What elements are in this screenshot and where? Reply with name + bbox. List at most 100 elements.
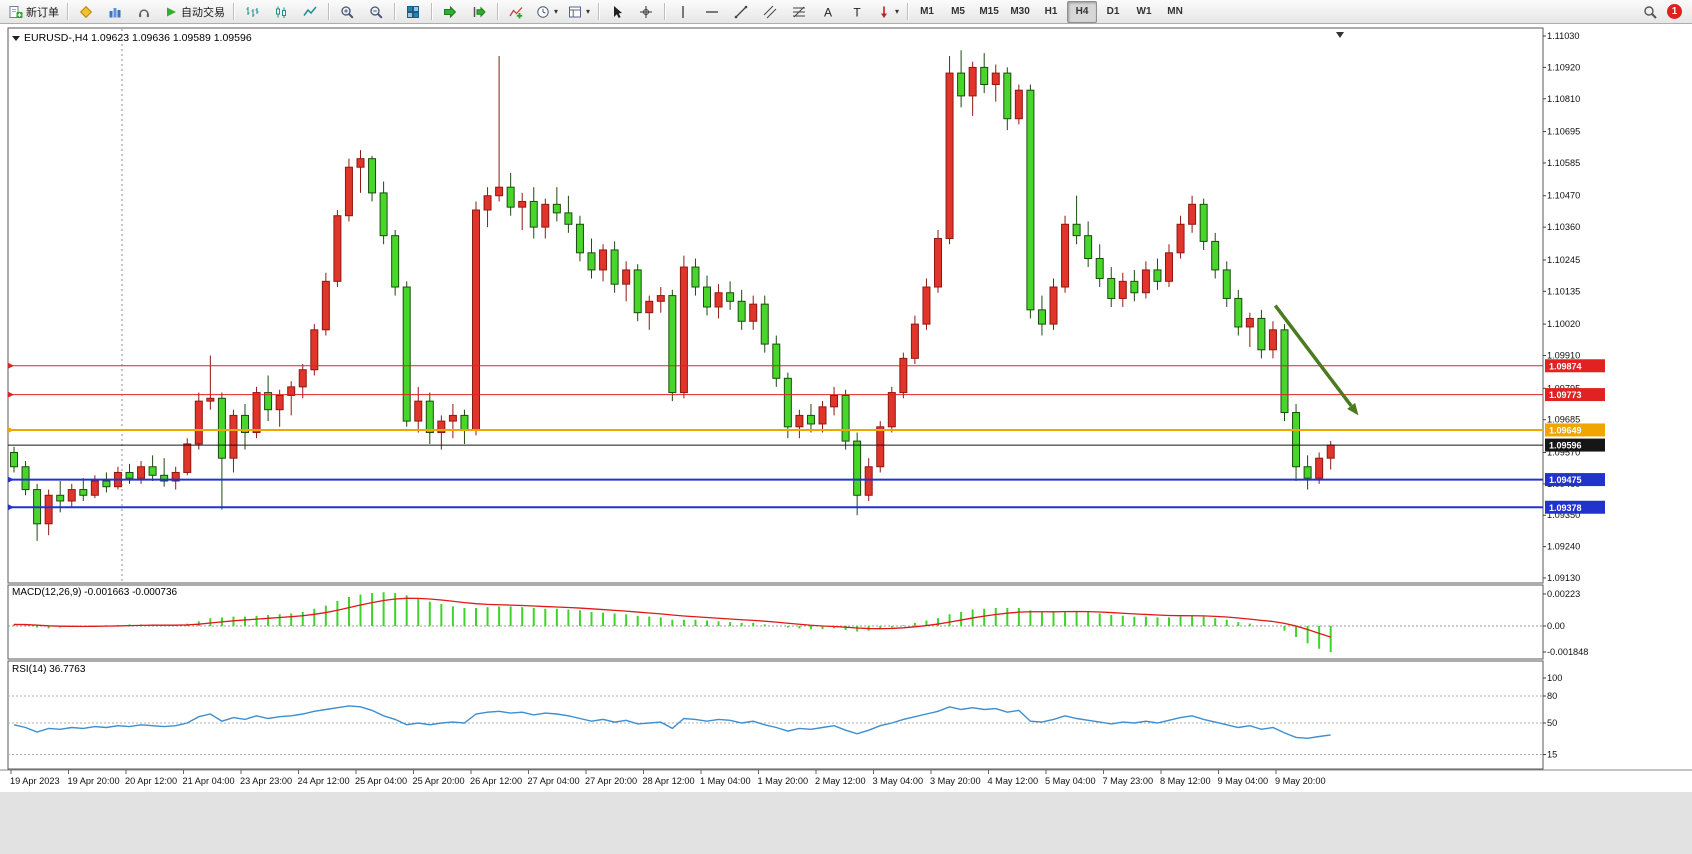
svg-text:1 May 04:00: 1 May 04:00: [700, 776, 751, 786]
timeframe-m1-button[interactable]: M1: [912, 1, 942, 23]
timeframe-mn-button[interactable]: MN: [1160, 1, 1190, 23]
timeframe-h1-button-label: H1: [1044, 6, 1058, 17]
cursor-icon: [610, 4, 625, 19]
vline-icon: [676, 4, 691, 19]
svg-text:25 Apr 04:00: 25 Apr 04:00: [355, 776, 407, 786]
svg-text:1.09649: 1.09649: [1549, 425, 1582, 435]
line-chart-button[interactable]: [296, 1, 324, 23]
svg-text:4 May 12:00: 4 May 12:00: [988, 776, 1039, 786]
timeframe-m15-button[interactable]: M15: [974, 1, 1004, 23]
market-charts-button[interactable]: [101, 1, 129, 23]
search-button[interactable]: [1636, 1, 1664, 23]
timeframe-m5-button[interactable]: M5: [943, 1, 973, 23]
svg-text:1.09773: 1.09773: [1549, 390, 1582, 400]
tile-windows-button[interactable]: [399, 1, 427, 23]
timeframe-h4-button-label: H4: [1075, 6, 1089, 17]
svg-text:1.10135: 1.10135: [1547, 286, 1580, 296]
templates-button[interactable]: ▾: [563, 1, 594, 23]
svg-text:1.10360: 1.10360: [1547, 222, 1580, 232]
trendline-icon: [734, 4, 749, 19]
linechart-icon: [303, 4, 318, 19]
timeframe-m1-button-label: M1: [920, 6, 934, 17]
channel-button[interactable]: [756, 1, 784, 23]
rsi-axis: 100 80 50 15: [1543, 673, 1562, 760]
toolbar-separator: [598, 3, 600, 20]
channel-icon: [763, 4, 778, 19]
cursor-button[interactable]: [603, 1, 631, 23]
indicators-button[interactable]: [502, 1, 530, 23]
bars-icon: [245, 4, 260, 19]
svg-text:80: 80: [1547, 691, 1557, 701]
timeframe-h1-button[interactable]: H1: [1036, 1, 1066, 23]
trendline-button[interactable]: [727, 1, 755, 23]
svg-text:27 Apr 20:00: 27 Apr 20:00: [585, 776, 637, 786]
chart-collapse-icon[interactable]: [12, 35, 20, 41]
timeframe-d1-button[interactable]: D1: [1098, 1, 1128, 23]
autotrade-button[interactable]: 自动交易: [159, 1, 229, 23]
svg-text:T: T: [853, 5, 861, 19]
timeframe-w1-button[interactable]: W1: [1129, 1, 1159, 23]
zoom-in-button[interactable]: [333, 1, 361, 23]
hline-icon: [705, 4, 720, 19]
fibonacci-button[interactable]: [785, 1, 813, 23]
toolbar-separator: [431, 3, 432, 20]
shift-end-marker: [1336, 32, 1344, 38]
hline-button[interactable]: [698, 1, 726, 23]
svg-text:19 Apr 2023: 19 Apr 2023: [10, 776, 60, 786]
auto-scroll-button[interactable]: [436, 1, 464, 23]
notification-badge[interactable]: 1: [1667, 4, 1682, 19]
crosshair-icon: [639, 4, 654, 19]
rsi-line: [13, 705, 1331, 740]
auto-scroll-icon: [443, 4, 458, 19]
periods-button[interactable]: ▾: [531, 1, 562, 23]
toolbar-separator: [233, 3, 234, 20]
price-badge: 1.09475: [1545, 473, 1605, 487]
price-badge: 1.09649: [1545, 423, 1605, 437]
macd-indicator-label: MACD(12,26,9) -0.001663 -0.000736: [12, 587, 178, 598]
svg-text:1.09130: 1.09130: [1547, 573, 1580, 583]
timeframe-h4-button[interactable]: H4: [1067, 0, 1098, 23]
svg-text:0.00: 0.00: [1547, 621, 1565, 631]
candlesticks-icon: [274, 4, 289, 19]
svg-text:50: 50: [1547, 718, 1557, 728]
toolbar-separator: [497, 3, 498, 20]
metaeditor-button[interactable]: [72, 1, 100, 23]
metaeditor-icon: [79, 4, 94, 19]
text-button[interactable]: A: [814, 1, 842, 23]
timeframe-m30-button-label: M30: [1010, 6, 1030, 17]
rsi-panel: [7, 660, 1544, 770]
headset-icon: [137, 4, 152, 19]
svg-text:25 Apr 20:00: 25 Apr 20:00: [413, 776, 465, 786]
svg-text:1.09685: 1.09685: [1547, 415, 1580, 425]
chart-title-text: EURUSD-,H4 1.09623 1.09636 1.09589 1.095…: [24, 32, 252, 44]
svg-text:7 May 23:00: 7 May 23:00: [1103, 776, 1154, 786]
timeframe-m30-button[interactable]: M30: [1005, 1, 1035, 23]
sounds-button[interactable]: [130, 1, 158, 23]
bar-chart-button[interactable]: [238, 1, 266, 23]
svg-text:-0.001848: -0.001848: [1547, 647, 1588, 657]
label-button[interactable]: T: [843, 1, 871, 23]
new-order-button[interactable]: 新订单: [4, 1, 63, 23]
arrows-button[interactable]: ▾: [872, 1, 903, 23]
play-icon: [163, 4, 178, 19]
search-icon: [1643, 4, 1658, 19]
candles-layer: [10, 50, 1335, 541]
svg-text:1.09596: 1.09596: [1549, 441, 1582, 451]
toolbar: 新订单 自动交易 ▾ ▾ A T ▾ M1 M5 M15 M30 H1 H4 D1 W1 MN 1: [0, 0, 1692, 24]
zoom-out-button[interactable]: [362, 1, 390, 23]
svg-text:1.10470: 1.10470: [1547, 191, 1580, 201]
text-icon: A: [821, 4, 836, 19]
svg-text:21 Apr 04:00: 21 Apr 04:00: [183, 776, 235, 786]
chart-shift-button[interactable]: [465, 1, 493, 23]
svg-text:3 May 04:00: 3 May 04:00: [873, 776, 924, 786]
chart-title: EURUSD-,H4 1.09623 1.09636 1.09589 1.095…: [12, 32, 252, 44]
vline-button[interactable]: [669, 1, 697, 23]
crosshair-button[interactable]: [632, 1, 660, 23]
candle-chart-button[interactable]: [267, 1, 295, 23]
new-order-button-label: 新订单: [26, 6, 59, 19]
svg-text:1.09378: 1.09378: [1549, 503, 1582, 513]
chart-canvas[interactable]: 1.11030 1.10920 1.10810 1.10695 1.10585 1.104…: [0, 24, 1692, 792]
svg-text:1.10020: 1.10020: [1547, 319, 1580, 329]
timeframe-m5-button-label: M5: [951, 6, 965, 17]
